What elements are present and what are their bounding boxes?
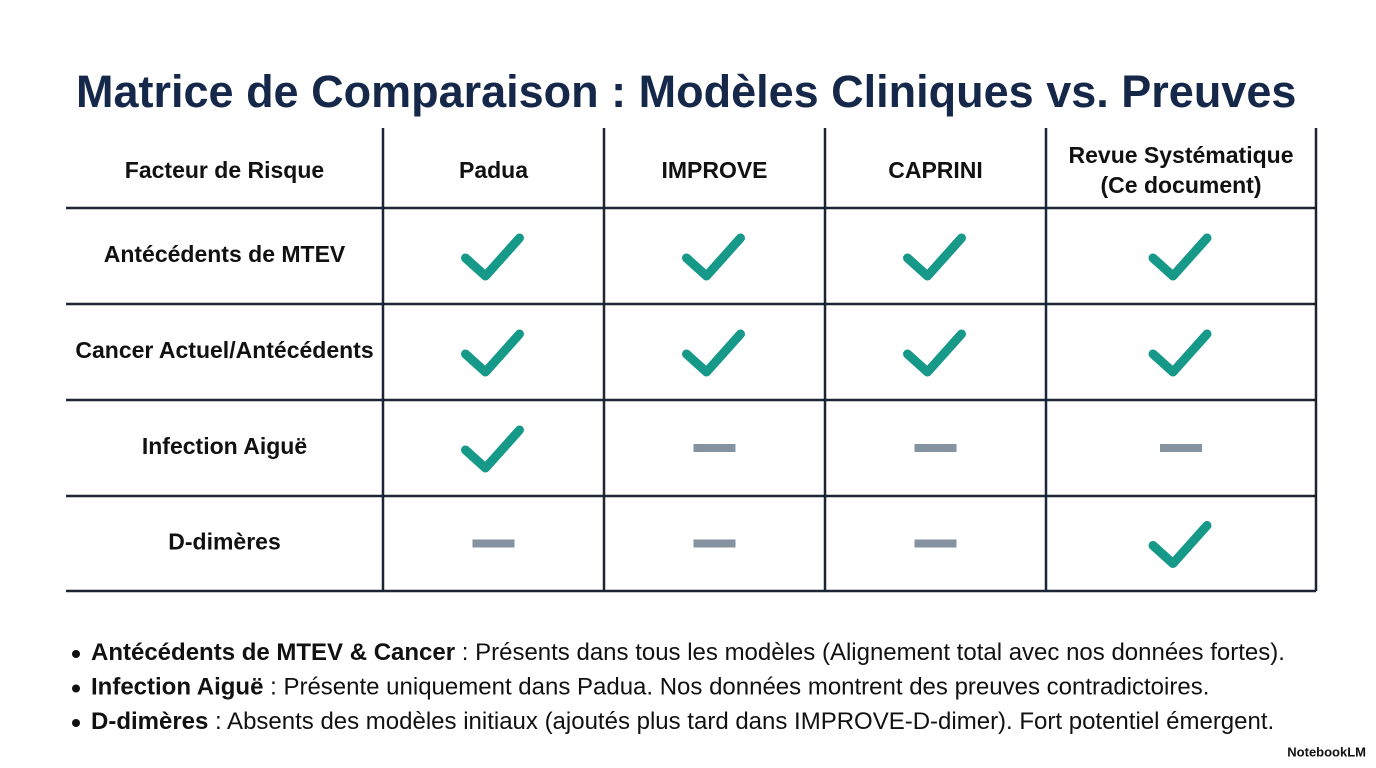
bullet (72, 684, 80, 693)
check-icon (682, 329, 745, 377)
check-icon (682, 233, 745, 281)
brand: NotebookLM (1287, 744, 1366, 759)
column-header: Facteur de Risque (125, 157, 324, 183)
check-icon (1148, 329, 1212, 377)
check-icon (1148, 233, 1212, 281)
column-header: IMPROVE (661, 157, 767, 183)
dash-icon (693, 539, 736, 548)
check-icon (461, 425, 524, 473)
row-label: Infection Aiguë (142, 433, 307, 459)
note: D-dimères : Absents des modèles initiaux… (91, 708, 1274, 735)
check-icon (1148, 521, 1212, 568)
dash-icon (693, 444, 736, 452)
check-icon (903, 233, 966, 281)
title: Matrice de Comparaison : Modèles Cliniqu… (76, 66, 1296, 117)
note: Infection Aiguë : Présente uniquement da… (91, 674, 1209, 701)
note-text: : Absents des modèles initiaux (ajoutés … (208, 708, 1274, 735)
dash-icon (914, 539, 957, 548)
column-header: Padua (459, 157, 528, 183)
column-header: (Ce document) (1101, 172, 1262, 198)
note-bold: D-dimères (91, 708, 208, 735)
column-header: Revue Systématique (1069, 142, 1294, 168)
row-label: D-dimères (168, 529, 280, 555)
check-icon (461, 329, 524, 377)
note-bold: Infection Aiguë (91, 674, 263, 701)
row-label: Cancer Actuel/Antécédents (75, 337, 373, 363)
row-label: Antécédents de MTEV (104, 241, 346, 267)
dash-icon (472, 539, 515, 548)
bullet (72, 719, 80, 727)
note-text: : Présents dans tous les modèles (Aligne… (455, 639, 1285, 666)
note-text: : Présente uniquement dans Padua. Nos do… (263, 674, 1209, 701)
column-header: CAPRINI (888, 157, 983, 183)
note-bold: Antécédents de MTEV & Cancer (91, 639, 455, 666)
check-icon (903, 329, 966, 377)
dash-icon (1160, 444, 1202, 452)
check-icon (461, 233, 524, 281)
note: Antécédents de MTEV & Cancer : Présents … (91, 639, 1285, 666)
dash-icon (914, 444, 957, 452)
bullet (72, 650, 80, 658)
